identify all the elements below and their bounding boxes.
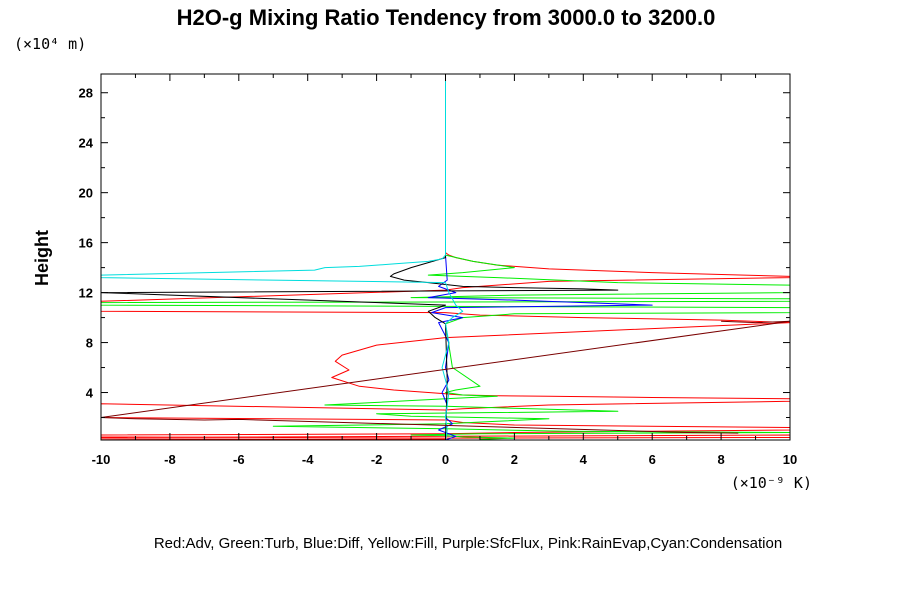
y-axis-label: Height	[32, 230, 52, 286]
series-line-2	[427, 74, 653, 440]
y-tick-label: 8	[86, 336, 93, 351]
y-tick-label: 24	[79, 136, 94, 151]
x-tick-label: 8	[717, 452, 724, 467]
series-line-3	[101, 74, 619, 440]
x-tick-label: -10	[92, 452, 111, 467]
x-tick-label: -8	[164, 452, 176, 467]
series-line-0	[101, 74, 790, 440]
series-line-5	[101, 320, 790, 434]
x-tick-label: -6	[233, 452, 245, 467]
x-tick-label: 10	[783, 452, 797, 467]
y-tick-label: 28	[79, 86, 93, 101]
legend-caption: Red:Adv, Green:Turb, Blue:Diff, Yellow:F…	[154, 535, 782, 552]
x-tick-label: -4	[302, 452, 314, 467]
y-tick-label: 12	[79, 286, 93, 301]
x-tick-label: 2	[511, 452, 518, 467]
series-line-1	[101, 74, 790, 440]
x-axis-unit-label: (×10⁻⁹ K)	[731, 474, 812, 492]
y-tick-label: 16	[79, 236, 93, 251]
x-tick-label: 0	[442, 452, 449, 467]
y-tick-label: 20	[79, 186, 93, 201]
x-tick-label: -2	[371, 452, 383, 467]
series-line-4	[101, 74, 464, 440]
series-layer	[101, 74, 790, 440]
y-axis-unit-label: (×10⁴ m)	[14, 35, 86, 53]
x-tick-label: 4	[580, 452, 588, 467]
x-tick-label: 6	[649, 452, 656, 467]
y-tick-label: 4	[86, 386, 94, 401]
plot-area	[101, 74, 790, 440]
chart-title: H2O-g Mixing Ratio Tendency from 3000.0 …	[177, 5, 716, 30]
